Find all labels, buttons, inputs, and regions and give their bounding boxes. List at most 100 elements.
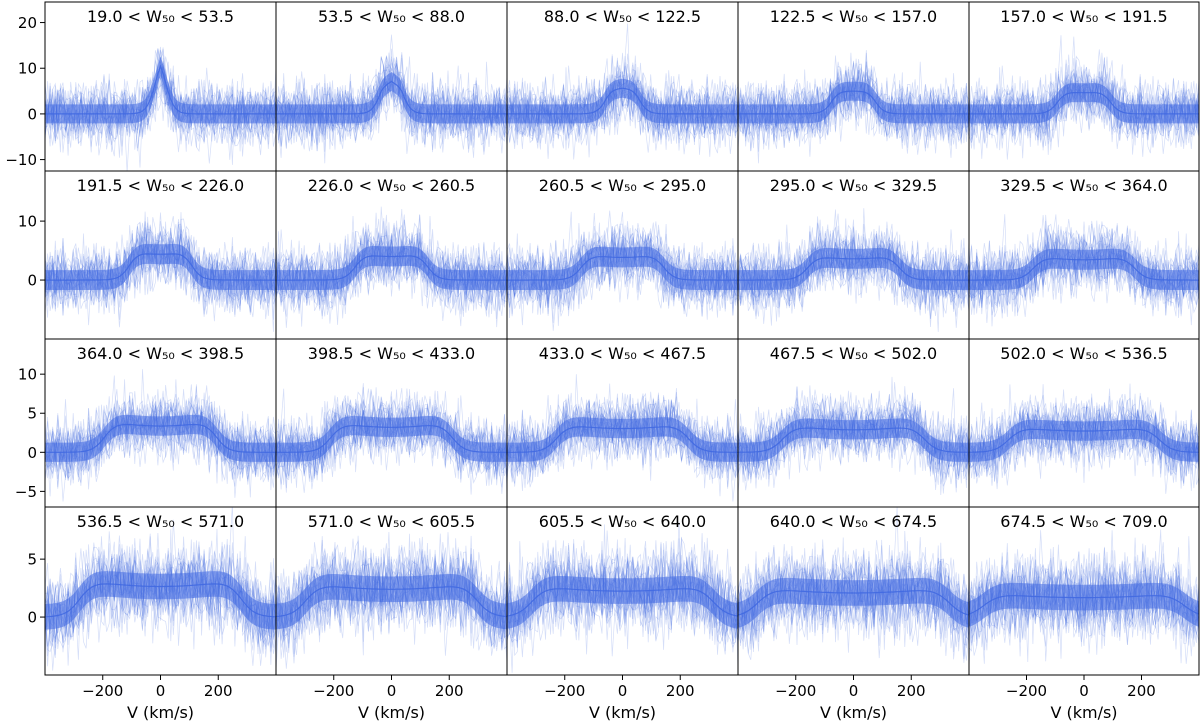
spectrum-line — [45, 397, 276, 481]
x-axis-label: V (km/s) — [127, 703, 194, 722]
spectra-density-band — [969, 248, 1199, 290]
spectrum-line — [276, 56, 507, 152]
spectrum-line — [276, 48, 507, 145]
panel-title: 364.0 < W₅₀ < 398.5 — [77, 344, 244, 363]
spectrum-line — [738, 544, 969, 648]
spectra-density-band — [507, 78, 738, 124]
x-axis-label: V (km/s) — [358, 703, 425, 722]
spectrum-line — [738, 553, 969, 649]
x-tick-label: 0 — [156, 682, 166, 700]
spectrum-line — [969, 552, 1199, 651]
panel: 260.5 < W₅₀ < 295.0 — [506, 170, 739, 340]
panel-title: 157.0 < W₅₀ < 191.5 — [1000, 7, 1167, 26]
panel: 329.5 < W₅₀ < 364.0 — [968, 170, 1200, 340]
x-tick-label: 0 — [849, 682, 859, 700]
y-tick-label: 0 — [27, 272, 37, 290]
panel-title: 467.5 < W₅₀ < 502.0 — [770, 344, 937, 363]
spectra-group — [45, 507, 276, 671]
panel: 226.0 < W₅₀ < 260.5 — [275, 170, 508, 340]
mean-profile-line — [507, 588, 738, 617]
spectra-group — [276, 383, 507, 498]
panel: 88.0 < W₅₀ < 122.5 — [506, 1, 739, 172]
spectra-group — [276, 531, 507, 671]
spectrum-line — [276, 544, 507, 652]
panel-title: 19.0 < W₅₀ < 53.5 — [87, 7, 234, 26]
x-tick-label: 0 — [387, 682, 397, 700]
spectra-group — [45, 46, 276, 171]
spectrum-line — [45, 384, 276, 480]
panels-layer: 19.0 < W₅₀ < 53.5 −10 0 10 20 53.5 < W₅₀ < 88… — [5, 1, 1200, 722]
spectrum-line — [45, 541, 276, 645]
spectrum-line — [45, 400, 276, 498]
spectrum-line — [507, 232, 738, 314]
panel: 502.0 < W₅₀ < 536.5 — [968, 338, 1200, 508]
spectrum-line — [507, 222, 738, 316]
panel: 536.5 < W₅₀ < 571.0 0 5 −200 0 200 V (km/s) — [27, 506, 277, 722]
spectrum-line — [969, 393, 1199, 485]
spectrum-line — [969, 552, 1199, 652]
spectrum-line — [969, 536, 1199, 644]
panel: 467.5 < W₅₀ < 502.0 — [737, 338, 970, 508]
spectrum-line — [969, 554, 1199, 663]
panel: 157.0 < W₅₀ < 191.5 — [968, 1, 1200, 172]
y-tick-label: 20 — [18, 14, 37, 32]
spectra-group — [738, 208, 969, 332]
spectrum-line — [45, 50, 276, 153]
spectrum-line — [507, 62, 738, 150]
panel: 433.0 < W₅₀ < 467.5 — [506, 338, 739, 508]
spectrum-line — [969, 54, 1199, 144]
x-tick-label: 200 — [666, 682, 695, 700]
spectra-density-band — [507, 576, 738, 629]
mean-profile-line — [45, 583, 276, 618]
spectra-density-band — [738, 81, 969, 124]
mean-profile-line — [276, 255, 507, 281]
spectra-group — [45, 369, 276, 502]
spectrum-line — [507, 542, 738, 647]
spectrum-line — [276, 549, 507, 654]
spectrum-line — [507, 396, 738, 472]
spectrum-line — [738, 72, 969, 141]
y-tick-label: 10 — [18, 366, 37, 384]
spectrum-line — [969, 402, 1199, 486]
spectra-density-band — [276, 416, 507, 462]
spectrum-line — [969, 537, 1199, 643]
spectra-density-band — [276, 574, 507, 630]
spectra-density-band — [45, 243, 276, 290]
panel: 295.0 < W₅₀ < 329.5 — [737, 170, 970, 340]
panel-title: 398.5 < W₅₀ < 433.0 — [308, 344, 475, 363]
panel-title: 122.5 < W₅₀ < 157.0 — [770, 7, 937, 26]
spectra-group — [507, 210, 738, 331]
spectrum-line — [45, 399, 276, 491]
spectra-group — [738, 50, 969, 164]
x-tick-label: −200 — [313, 682, 354, 700]
y-tick-label: 5 — [27, 405, 37, 423]
spectrum-line — [507, 543, 738, 641]
spectra-group — [969, 383, 1199, 494]
spectra-density-band — [45, 414, 276, 462]
panel-title: 502.0 < W₅₀ < 536.5 — [1000, 344, 1167, 363]
mean-profile-line — [738, 590, 969, 616]
spectrum-line — [276, 542, 507, 638]
spectrum-line — [45, 400, 276, 490]
panel-title: 88.0 < W₅₀ < 122.5 — [544, 7, 701, 26]
spectra-group — [507, 521, 738, 673]
spectrum-line — [969, 223, 1199, 314]
spectrum-line — [45, 57, 276, 153]
spectrum-line — [45, 223, 276, 328]
y-tick-label: 0 — [27, 105, 37, 123]
mean-profile-line — [276, 586, 507, 618]
panel: 364.0 < W₅₀ < 398.5 −5 0 5 10 — [15, 338, 277, 508]
x-axis-label: V (km/s) — [589, 703, 656, 722]
spectrum-line — [738, 394, 969, 496]
spectrum-line — [969, 384, 1199, 476]
spectrum-line — [969, 399, 1199, 486]
spectra-density-band — [507, 417, 738, 462]
panel-title: 260.5 < W₅₀ < 295.0 — [539, 176, 706, 195]
spectrum-line — [507, 55, 738, 146]
spectrum-line — [738, 55, 969, 158]
y-tick-label: 0 — [27, 609, 37, 627]
spectrum-line — [276, 403, 507, 479]
mean-profile-line — [969, 428, 1199, 453]
panel: 571.0 < W₅₀ < 605.5 −200 0 200 V (km/s) — [275, 506, 508, 722]
x-tick-label: −200 — [82, 682, 123, 700]
